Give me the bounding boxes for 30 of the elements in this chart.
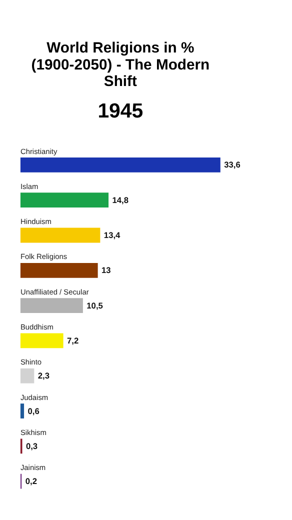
y-tick-label: Folk Religions: [20, 252, 68, 262]
data-label: 0,6: [28, 406, 40, 416]
y-tick-label: Sikhism: [20, 428, 46, 437]
bar: [20, 333, 64, 348]
bar: [20, 404, 24, 418]
chart-title: World Religions in % (1900-2050) - The Modern Shift: [31, 40, 210, 90]
bar: [20, 192, 109, 208]
data-label: 13: [102, 265, 112, 276]
y-tick-label: Judaism: [20, 392, 48, 402]
data-label: 13,4: [104, 230, 121, 240]
y-tick-label: Unaffiliated / Secular: [20, 287, 90, 296]
bar: [20, 228, 100, 243]
data-label: 33,6: [224, 160, 241, 170]
y-tick-label: Hinduism: [20, 217, 52, 226]
y-tick-label: Jainism: [20, 463, 46, 472]
data-label: 14,8: [112, 194, 129, 205]
data-label: 2,3: [38, 370, 50, 381]
y-tick-label: Shinto: [20, 358, 42, 367]
data-label: 0,3: [26, 440, 38, 451]
data-label: 10,5: [86, 300, 104, 310]
bar: [20, 298, 83, 313]
data-label: 0,2: [25, 476, 38, 486]
data-label: 7,2: [67, 335, 79, 346]
bar: [20, 158, 220, 172]
y-tick-label: Islam: [20, 182, 38, 191]
chart-subtitle: 1945: [98, 100, 144, 123]
bar: [20, 262, 98, 278]
y-tick-label: Buddhism: [20, 322, 54, 332]
bar: [20, 368, 34, 384]
y-tick-label: Christianity: [20, 146, 58, 156]
